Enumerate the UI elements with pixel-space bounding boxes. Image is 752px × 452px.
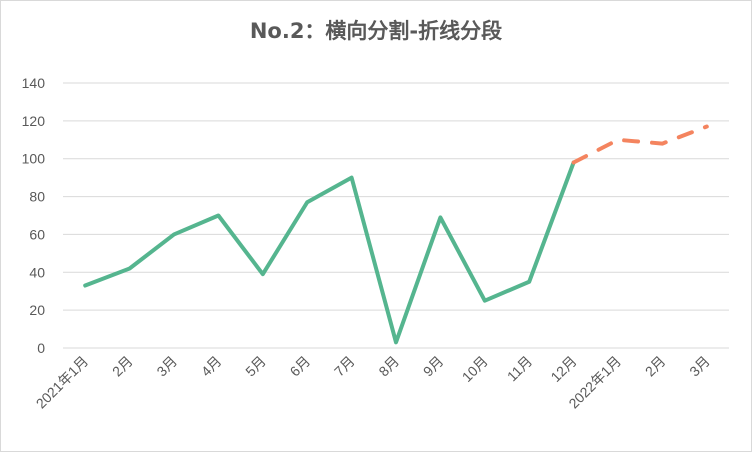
actual-line [83,160,576,345]
x-tick-label: 5月 [242,353,269,380]
gridlines [63,82,729,349]
y-tick-label: 60 [29,226,45,242]
x-tick-label: 2021年1月 [33,353,92,412]
x-tick-label: 3月 [686,353,713,380]
y-tick-label: 0 [37,340,45,356]
y-axis-ticks: 0 20 40 60 80 100 120 140 [22,75,46,356]
y-tick-label: 100 [22,151,46,167]
x-tick-label: 10月 [459,353,491,385]
series-lines [83,124,709,345]
chart-title: No.2：横向分割-折线分段 [249,19,503,43]
x-tick-label: 8月 [375,353,402,380]
x-tick-label: 3月 [153,353,180,380]
x-tick-label: 12月 [547,353,579,385]
y-tick-label: 120 [22,113,46,129]
forecast-line [571,124,709,165]
x-tick-label: 11月 [504,353,535,384]
y-tick-label: 40 [29,264,45,280]
y-tick-label: 140 [22,75,46,91]
x-tick-label: 2月 [642,353,669,380]
x-tick-label: 7月 [331,353,358,380]
x-tick-label: 4月 [198,353,225,380]
x-tick-label: 9月 [420,353,447,380]
x-tick-label: 2月 [109,353,136,380]
y-tick-label: 20 [29,302,45,318]
x-tick-label: 6月 [287,353,314,380]
y-tick-label: 80 [29,189,45,205]
